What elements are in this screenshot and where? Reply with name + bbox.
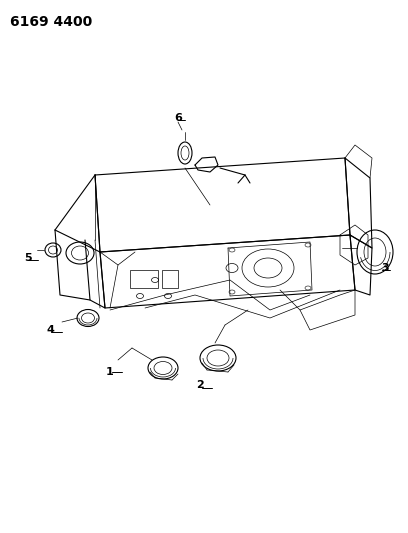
Text: 3: 3: [381, 263, 389, 273]
Text: 2: 2: [196, 380, 204, 390]
Bar: [130, 270, 158, 288]
Text: 4: 4: [46, 325, 54, 335]
Bar: [162, 270, 178, 288]
Text: 5: 5: [24, 253, 32, 263]
Text: 6: 6: [174, 113, 182, 123]
Text: 6169 4400: 6169 4400: [10, 15, 92, 29]
Text: 1: 1: [106, 367, 114, 377]
